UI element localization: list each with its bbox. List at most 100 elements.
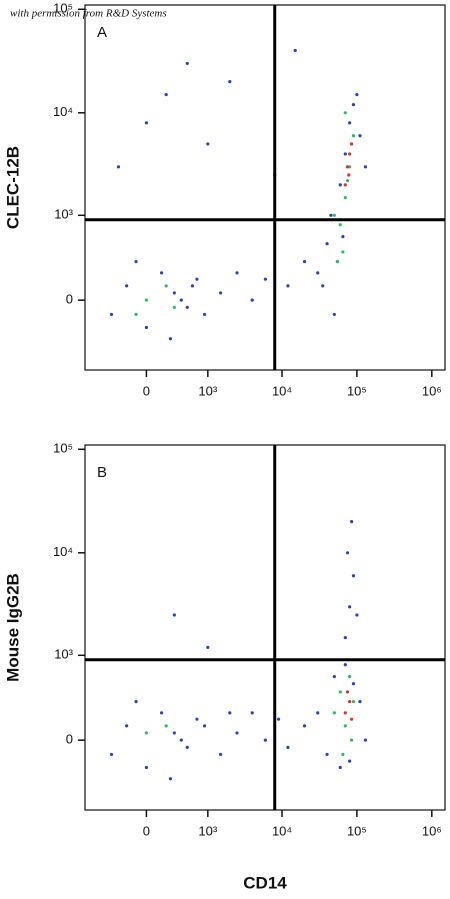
event-dot	[329, 213, 333, 217]
event-dot	[350, 142, 354, 146]
y-tick-label: 0	[66, 292, 73, 307]
event-dot	[316, 711, 320, 715]
event-dot	[134, 699, 138, 704]
x-tick-label: 10⁶	[422, 383, 442, 398]
event-dot	[144, 765, 149, 770]
y-tick-label: 10³	[54, 207, 73, 222]
event-dot	[286, 745, 290, 749]
event-dot	[335, 259, 340, 264]
event-dot	[172, 731, 176, 735]
event-dot	[144, 731, 149, 735]
event-dot	[168, 337, 173, 341]
event-dot	[109, 312, 114, 317]
event-dot	[263, 277, 267, 281]
event-dot	[218, 291, 223, 295]
event-dot	[134, 312, 138, 317]
event-dot	[172, 613, 176, 617]
event-dot	[164, 284, 168, 288]
event-dot	[348, 605, 352, 609]
event-dot	[351, 682, 356, 686]
event-dot	[202, 724, 207, 728]
event-dot	[164, 724, 168, 728]
event-dot	[343, 183, 347, 187]
x-tick-label: 10⁴	[272, 823, 292, 838]
event-dot	[332, 674, 336, 679]
event-dot	[348, 699, 352, 704]
event-dot	[263, 738, 267, 742]
event-dot	[116, 165, 121, 169]
event-dot	[125, 724, 129, 728]
event-dot	[341, 752, 345, 757]
event-dot	[125, 284, 129, 288]
event-dot	[179, 298, 183, 302]
event-dot	[250, 298, 254, 302]
x-tick-label: 10⁶	[422, 823, 442, 838]
x-axis-label: CD14	[243, 873, 287, 892]
event-dot	[172, 305, 176, 309]
event-dot	[228, 80, 232, 84]
event-dot	[206, 645, 210, 650]
event-dot	[164, 92, 168, 97]
event-dot	[202, 312, 207, 317]
event-dot	[325, 752, 329, 757]
event-dot	[345, 179, 350, 183]
x-tick-label: 10⁵	[347, 823, 367, 838]
event-dot	[250, 711, 254, 715]
event-dot	[341, 234, 345, 239]
event-dot	[345, 690, 350, 694]
x-tick-label: 10⁵	[347, 383, 367, 398]
event-dot	[355, 92, 359, 97]
event-dot	[316, 271, 320, 275]
x-tick-label: 0	[143, 383, 150, 398]
event-dot	[351, 103, 356, 107]
event-dot	[190, 284, 195, 288]
event-dot	[347, 173, 351, 177]
event-dot	[332, 711, 336, 715]
event-dot	[144, 298, 149, 302]
y-tick-label: 10⁴	[53, 104, 73, 119]
event-dot	[351, 699, 356, 704]
x-tick-label: 10³	[198, 823, 217, 838]
event-dot	[350, 717, 354, 721]
event-dot	[195, 717, 199, 721]
event-dot	[338, 690, 342, 694]
event-dot	[343, 724, 347, 728]
event-dot	[338, 183, 342, 187]
y-tick-label: 10⁵	[53, 441, 73, 456]
event-dot	[235, 271, 239, 275]
event-dot	[321, 284, 325, 288]
event-dot	[134, 259, 138, 264]
event-dot	[348, 152, 352, 156]
event-dot	[172, 291, 176, 295]
event-dot	[350, 520, 354, 524]
event-dot	[343, 152, 347, 156]
event-dot	[348, 759, 352, 763]
plot-frame	[84, 444, 446, 811]
panel-letter: B	[97, 464, 107, 481]
event-dot	[332, 213, 336, 217]
event-dot	[358, 699, 362, 704]
y-axis-label: Mouse IgG2B	[3, 573, 22, 682]
x-tick-label: 10³	[198, 383, 217, 398]
event-dot	[185, 745, 189, 749]
event-dot	[195, 277, 199, 281]
event-dot	[343, 663, 347, 667]
event-dot	[325, 242, 329, 246]
event-dot	[343, 196, 347, 200]
x-tick-label: 0	[143, 823, 150, 838]
event-dot	[345, 551, 350, 555]
event-dot	[355, 613, 359, 617]
event-dot	[341, 250, 345, 254]
event-dot	[350, 738, 354, 742]
x-tick-label: 10⁴	[272, 383, 292, 398]
event-dot	[185, 61, 189, 66]
plot-frame	[84, 4, 446, 371]
event-dot	[109, 752, 114, 757]
event-dot	[302, 259, 307, 264]
event-dot	[235, 731, 239, 735]
event-dot	[343, 111, 347, 115]
event-dot	[343, 636, 347, 640]
event-dot	[206, 142, 210, 146]
y-tick-label: 10³	[54, 647, 73, 662]
